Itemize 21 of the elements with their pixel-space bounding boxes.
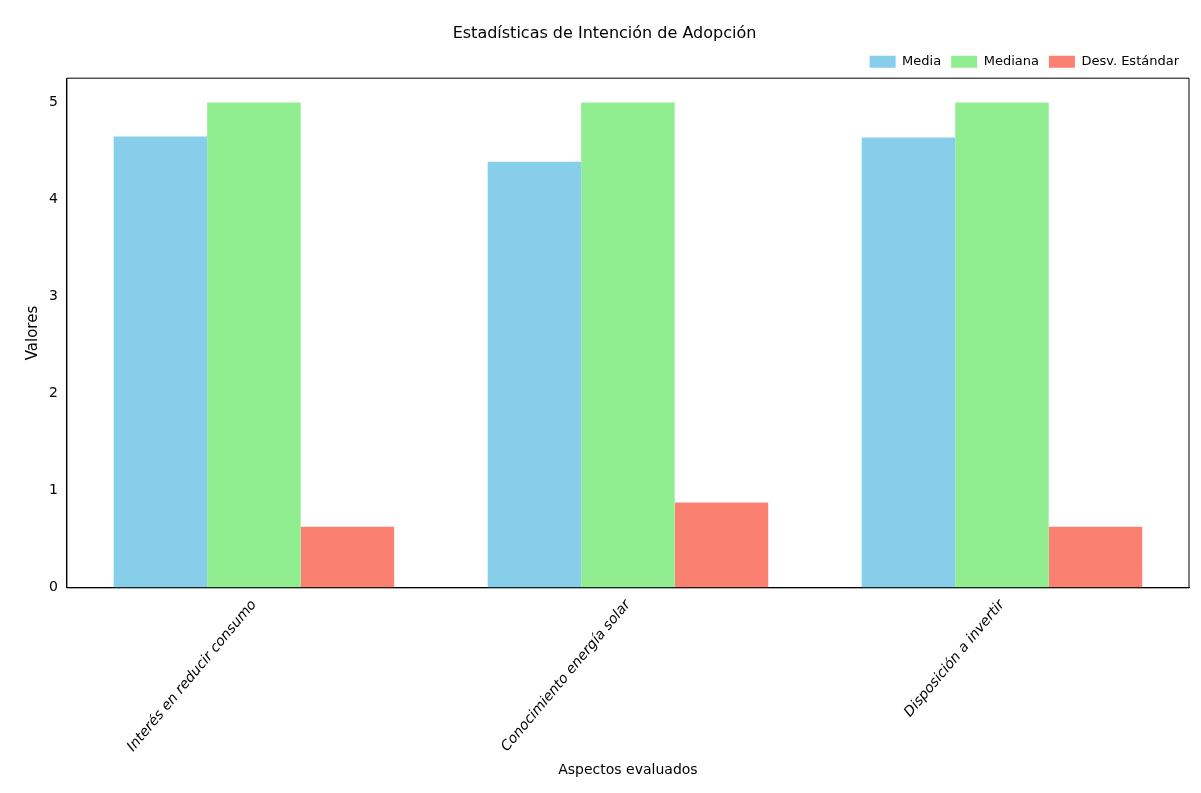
bar (581, 102, 675, 588)
bar (300, 526, 395, 588)
bar (207, 102, 301, 588)
y-tick-label: 5 (48, 93, 58, 110)
x-axis-title: Aspectos evaluados (558, 761, 698, 778)
y-tick-label: 0 (48, 578, 58, 595)
y-tick-label: 2 (48, 384, 58, 401)
chart-title: Estadísticas de Intención de Adopción (452, 22, 757, 42)
bar (487, 161, 582, 588)
bar (861, 137, 956, 588)
bar (1048, 526, 1143, 588)
y-tick-label: 3 (48, 287, 58, 304)
bar (113, 136, 208, 588)
y-tick-label: 4 (48, 190, 58, 207)
bar (674, 502, 769, 588)
legend-label: Desv. Estándar (1081, 53, 1180, 69)
legend-label: Media (902, 53, 942, 69)
legend-label: Mediana (983, 53, 1039, 69)
bar (955, 102, 1049, 588)
y-axis-title: Valores (22, 305, 41, 361)
y-tick-label: 1 (48, 481, 58, 498)
